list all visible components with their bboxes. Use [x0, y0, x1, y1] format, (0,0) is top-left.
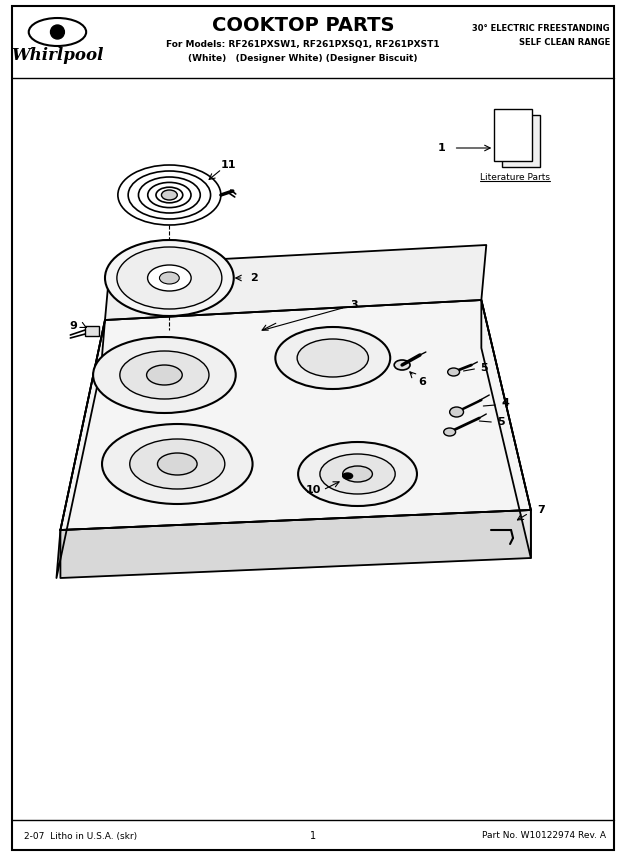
Ellipse shape — [159, 272, 179, 284]
FancyBboxPatch shape — [494, 109, 532, 161]
Ellipse shape — [93, 337, 236, 413]
Ellipse shape — [117, 247, 222, 309]
Ellipse shape — [105, 240, 234, 316]
Text: (White)   (Designer White) (Designer Biscuit): (White) (Designer White) (Designer Biscu… — [188, 54, 418, 62]
Ellipse shape — [29, 18, 86, 46]
Text: 1: 1 — [438, 143, 446, 153]
Ellipse shape — [120, 351, 209, 399]
Text: 10: 10 — [305, 485, 321, 495]
Text: 2: 2 — [250, 273, 257, 283]
Text: COOKTOP PARTS: COOKTOP PARTS — [212, 15, 394, 34]
Text: 2-07  Litho in U.S.A. (skr): 2-07 Litho in U.S.A. (skr) — [24, 831, 137, 841]
Ellipse shape — [320, 454, 395, 494]
Text: 30° ELECTRIC FREESTANDING: 30° ELECTRIC FREESTANDING — [472, 23, 610, 33]
Bar — [85, 326, 99, 336]
Ellipse shape — [50, 25, 64, 39]
Ellipse shape — [297, 339, 368, 377]
Text: For Models: RF261PXSW1, RF261PXSQ1, RF261PXST1: For Models: RF261PXSW1, RF261PXSQ1, RF26… — [166, 39, 440, 49]
Ellipse shape — [148, 265, 191, 291]
Text: 3: 3 — [351, 300, 358, 310]
Polygon shape — [60, 510, 531, 578]
Polygon shape — [105, 245, 486, 320]
Text: 7: 7 — [537, 505, 544, 515]
Ellipse shape — [343, 473, 353, 479]
Ellipse shape — [157, 453, 197, 475]
Text: Literature Parts: Literature Parts — [480, 173, 550, 182]
Text: 4: 4 — [501, 398, 509, 408]
Ellipse shape — [161, 190, 177, 200]
Ellipse shape — [298, 442, 417, 506]
Ellipse shape — [130, 439, 225, 489]
Polygon shape — [481, 300, 531, 558]
Text: 5: 5 — [480, 363, 488, 373]
Ellipse shape — [394, 360, 410, 370]
Ellipse shape — [448, 368, 459, 376]
Text: 1: 1 — [310, 831, 316, 841]
Ellipse shape — [102, 424, 252, 504]
Text: 5: 5 — [497, 417, 505, 427]
Ellipse shape — [450, 407, 464, 417]
Text: eReplacementParts.com: eReplacementParts.com — [245, 485, 381, 495]
Polygon shape — [56, 320, 105, 578]
Text: 9: 9 — [69, 321, 78, 331]
Ellipse shape — [444, 428, 456, 436]
Ellipse shape — [275, 327, 390, 389]
Text: Whirlpool: Whirlpool — [11, 46, 104, 63]
FancyBboxPatch shape — [502, 115, 540, 167]
Polygon shape — [60, 300, 531, 530]
Text: 11: 11 — [221, 160, 237, 170]
Text: 6: 6 — [418, 377, 426, 387]
Ellipse shape — [343, 466, 373, 482]
Text: Part No. W10122974 Rev. A: Part No. W10122974 Rev. A — [482, 831, 606, 841]
Ellipse shape — [146, 365, 182, 385]
Text: SELF CLEAN RANGE: SELF CLEAN RANGE — [519, 38, 610, 46]
